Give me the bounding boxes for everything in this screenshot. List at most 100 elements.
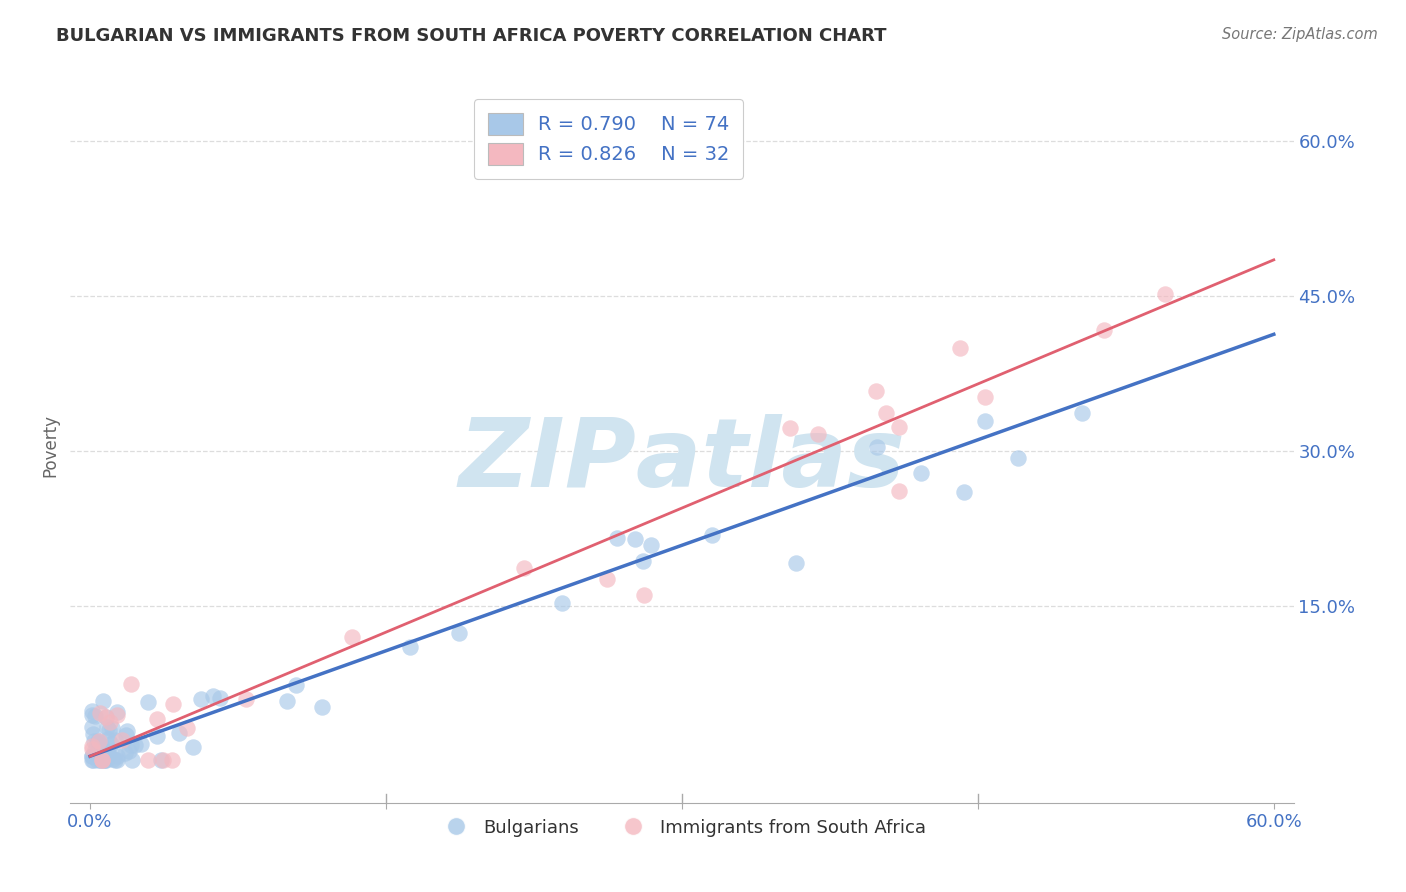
Point: [190, 691, 212, 706]
Point: [83, 749, 105, 764]
Point: [449, 626, 471, 640]
Point: [114, 747, 136, 761]
Point: [1007, 450, 1029, 465]
Point: [94, 710, 117, 724]
Point: [974, 391, 997, 405]
Point: [105, 707, 128, 722]
Point: [785, 556, 807, 570]
Point: [209, 691, 232, 706]
Point: [107, 753, 129, 767]
Point: [83, 733, 105, 747]
Point: [124, 739, 146, 753]
Point: [89, 753, 111, 767]
Point: [152, 753, 174, 767]
Point: [90, 753, 112, 767]
Point: [311, 700, 333, 714]
Point: [875, 406, 897, 420]
Y-axis label: Poverty: Poverty: [41, 415, 59, 477]
Point: [104, 732, 127, 747]
Text: ZIP​atlas: ZIP​atlas: [458, 414, 905, 507]
Point: [146, 729, 169, 743]
Point: [235, 692, 257, 706]
Point: [702, 528, 724, 542]
Point: [80, 707, 103, 722]
Point: [181, 740, 204, 755]
Point: [513, 561, 536, 575]
Point: [80, 742, 103, 756]
Point: [120, 677, 142, 691]
Point: [606, 532, 628, 546]
Point: [89, 706, 111, 720]
Point: [84, 742, 107, 756]
Point: [87, 747, 110, 762]
Legend: Bulgarians, Immigrants from South Africa: Bulgarians, Immigrants from South Africa: [430, 812, 934, 844]
Point: [82, 749, 104, 764]
Point: [624, 532, 647, 546]
Point: [910, 467, 932, 481]
Point: [107, 706, 129, 720]
Point: [551, 595, 574, 609]
Point: [86, 753, 108, 767]
Point: [640, 538, 662, 552]
Point: [101, 722, 124, 736]
Point: [80, 753, 103, 767]
Point: [96, 720, 118, 734]
Point: [93, 753, 115, 767]
Point: [633, 554, 655, 568]
Point: [104, 753, 127, 767]
Point: [889, 484, 911, 499]
Point: [953, 484, 976, 499]
Point: [779, 421, 801, 435]
Point: [91, 753, 114, 767]
Point: [97, 746, 120, 760]
Point: [162, 697, 184, 711]
Point: [90, 739, 112, 753]
Point: [91, 693, 114, 707]
Point: [201, 689, 224, 703]
Point: [138, 695, 160, 709]
Text: BULGARIAN VS IMMIGRANTS FROM SOUTH AFRICA POVERTY CORRELATION CHART: BULGARIAN VS IMMIGRANTS FROM SOUTH AFRIC…: [56, 27, 887, 45]
Point: [115, 724, 138, 739]
Point: [97, 731, 120, 746]
Point: [98, 747, 121, 762]
Point: [866, 441, 889, 455]
Point: [167, 726, 190, 740]
Point: [136, 753, 159, 767]
Point: [82, 727, 104, 741]
Text: Source: ZipAtlas.com: Source: ZipAtlas.com: [1222, 27, 1378, 42]
Point: [100, 737, 122, 751]
Point: [129, 737, 152, 751]
Point: [974, 413, 997, 427]
Point: [162, 753, 184, 767]
Point: [865, 384, 887, 398]
Point: [105, 748, 128, 763]
Point: [100, 714, 122, 729]
Point: [949, 341, 972, 355]
Point: [101, 752, 124, 766]
Point: [94, 753, 117, 767]
Point: [807, 427, 830, 442]
Point: [80, 720, 103, 734]
Point: [82, 753, 104, 767]
Point: [86, 737, 108, 751]
Point: [115, 727, 138, 741]
Point: [340, 630, 363, 644]
Point: [146, 712, 169, 726]
Point: [118, 744, 141, 758]
Point: [80, 704, 103, 718]
Point: [120, 738, 142, 752]
Point: [1153, 287, 1175, 301]
Point: [90, 753, 112, 767]
Point: [80, 749, 103, 764]
Point: [150, 753, 173, 767]
Point: [87, 735, 110, 749]
Point: [276, 694, 298, 708]
Point: [887, 420, 910, 434]
Point: [285, 678, 308, 692]
Point: [399, 640, 422, 654]
Point: [80, 739, 103, 753]
Point: [121, 753, 143, 767]
Point: [97, 723, 120, 737]
Point: [84, 709, 107, 723]
Point: [176, 721, 198, 735]
